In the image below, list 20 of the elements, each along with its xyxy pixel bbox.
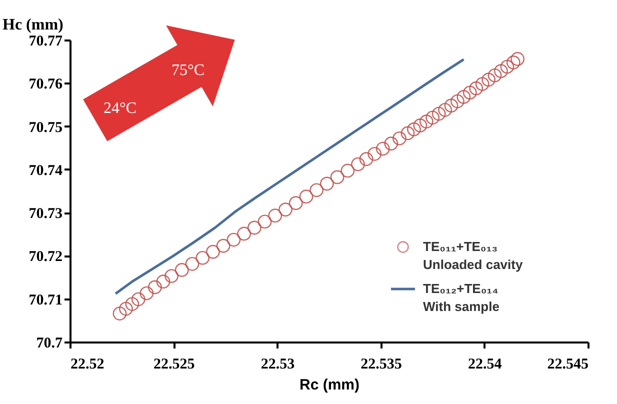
y-tick-label: 70.75 — [28, 120, 62, 136]
y-tick-label: 70.72 — [28, 249, 62, 266]
annotation: 24°C — [103, 100, 137, 117]
x-tick-label: 22.53 — [260, 356, 295, 372]
y-axis-title: Hc (mm) — [2, 16, 64, 34]
y-tick-label: 70.7 — [36, 336, 63, 352]
y-tick-label: 70.71 — [28, 292, 62, 308]
y-tick-label: 70.73 — [28, 206, 62, 222]
legend-label: TE₀₁₁+TE₀₁₃ Unloaded cavity — [423, 239, 524, 272]
y-tick-label: 70.76 — [28, 76, 63, 93]
x-axis-title: Rc (mm) — [299, 376, 360, 394]
y-tick-label: 70.74 — [28, 162, 63, 179]
x-tick-label: 22.525 — [153, 356, 195, 372]
x-tick-label: 22.545 — [547, 356, 588, 372]
x-tick-label: 22.54 — [468, 356, 502, 372]
legend-label: TE₀₁₂+TE₀₁₄ With sample — [423, 281, 500, 314]
y-tick-label: 70.77 — [28, 34, 63, 50]
x-tick-label: 22.535 — [360, 356, 402, 372]
annotation: 75°C — [171, 62, 205, 79]
x-tick-label: 22.52 — [70, 356, 104, 372]
